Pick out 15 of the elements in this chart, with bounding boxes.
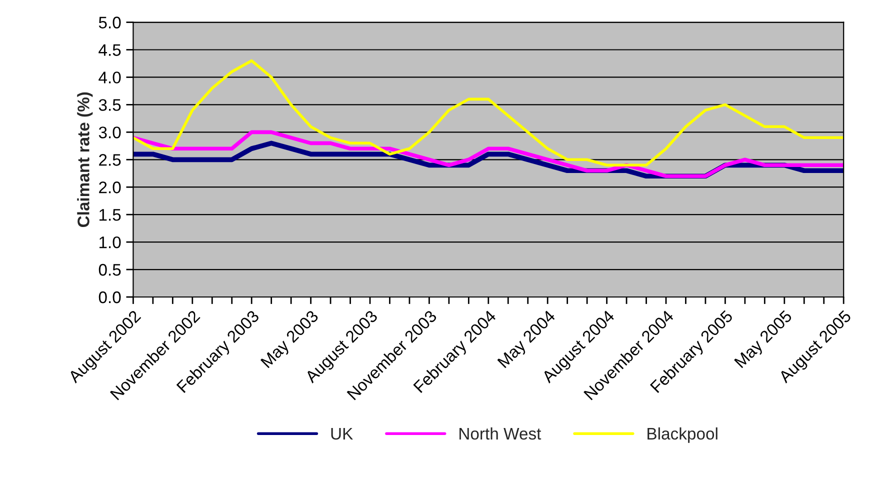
y-tick-label: 0.0: [98, 291, 121, 304]
legend-label: North West: [460, 427, 542, 440]
legend-label: UK: [331, 428, 353, 440]
y-tick-label: 3.0: [98, 126, 121, 138]
y-tick-label: 1.0: [100, 236, 121, 248]
legend-label: Blackpool: [648, 427, 718, 443]
y-tick-label: 2.5: [99, 154, 121, 166]
y-tick-label: 3.5: [98, 99, 121, 111]
y-tick-label: 1.5: [100, 209, 121, 221]
y-tick-label: 0.5: [98, 264, 121, 276]
y-tick-label: 4.5: [98, 44, 121, 56]
y-tick-label: 2.0: [99, 182, 121, 194]
y-tick-label: 4.0: [98, 72, 121, 84]
y-axis-title: Claimant rate (%): [77, 92, 93, 228]
y-tick-label: 5.0: [98, 16, 121, 28]
